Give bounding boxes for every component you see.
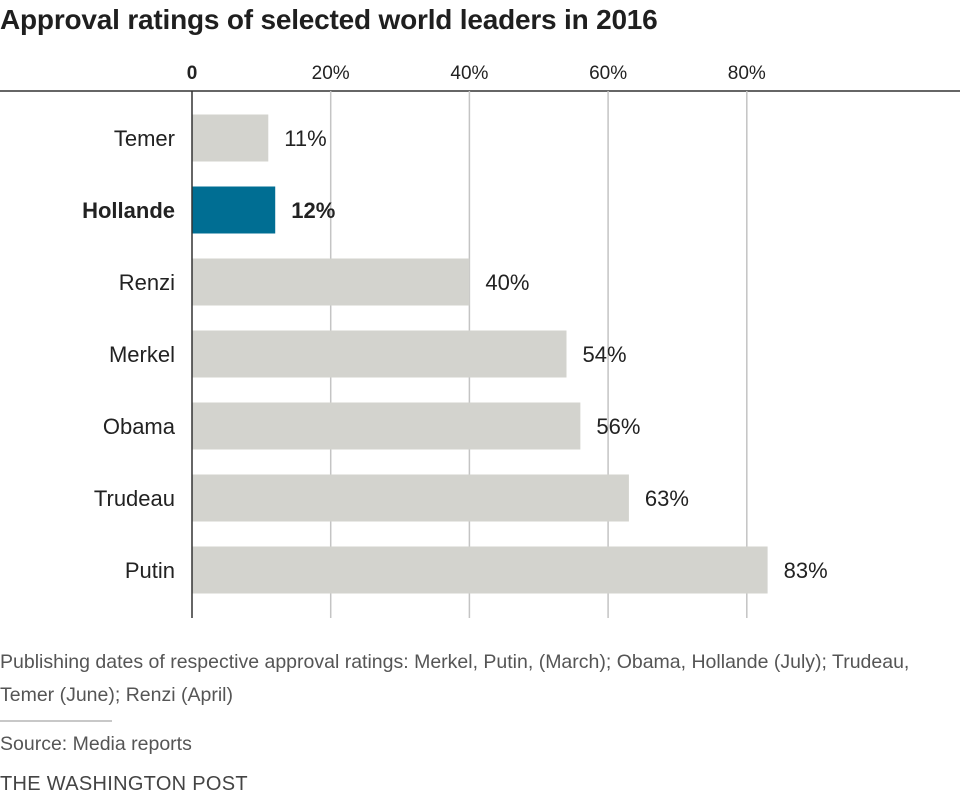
value-label: 12% xyxy=(291,198,335,223)
bar-chart: 0 20% 40% 60% 80% Temer Hollande Renzi Merkel Ob… xyxy=(0,63,960,618)
category-label: Putin xyxy=(125,558,175,583)
bar-temer xyxy=(192,114,269,162)
publisher-credit: THE WASHINGTON POST xyxy=(0,773,248,795)
bar-obama xyxy=(192,402,581,450)
value-label: 54% xyxy=(582,342,626,367)
footer-divider xyxy=(0,720,112,722)
category-label: Temer xyxy=(114,126,175,151)
x-tick-label: 0 xyxy=(187,63,198,84)
chart-title: Approval ratings of selected world leade… xyxy=(0,4,658,35)
category-label: Trudeau xyxy=(94,486,175,511)
bar-putin xyxy=(192,546,768,594)
category-label: Renzi xyxy=(119,270,175,295)
value-label: 56% xyxy=(596,414,640,439)
category-labels: Temer Hollande Renzi Merkel Obama Trudeau Puti… xyxy=(82,126,176,583)
x-tick-label: 80% xyxy=(728,63,766,84)
bars xyxy=(192,114,768,594)
source-note: Source: Media reports xyxy=(0,733,192,755)
category-label: Hollande xyxy=(82,198,175,223)
value-label: 40% xyxy=(485,270,529,295)
bar-trudeau xyxy=(192,474,629,522)
bar-renzi xyxy=(192,258,470,306)
value-label: 11% xyxy=(284,126,326,151)
value-label: 83% xyxy=(784,558,828,583)
x-tick-label: 20% xyxy=(312,63,350,84)
bar-merkel xyxy=(192,330,567,378)
category-label: Merkel xyxy=(109,342,175,367)
category-label: Obama xyxy=(103,414,176,439)
footnote-publishing-dates: Publishing dates of respective approval … xyxy=(0,651,910,706)
value-label: 63% xyxy=(645,486,689,511)
x-tick-label: 40% xyxy=(450,63,488,84)
x-tick-label: 60% xyxy=(589,63,627,84)
x-axis-tick-labels: 0 20% 40% 60% 80% xyxy=(187,63,766,84)
value-labels: 11% 12% 40% 54% 56% 63% 83% xyxy=(284,126,827,583)
bar-hollande xyxy=(192,186,276,234)
